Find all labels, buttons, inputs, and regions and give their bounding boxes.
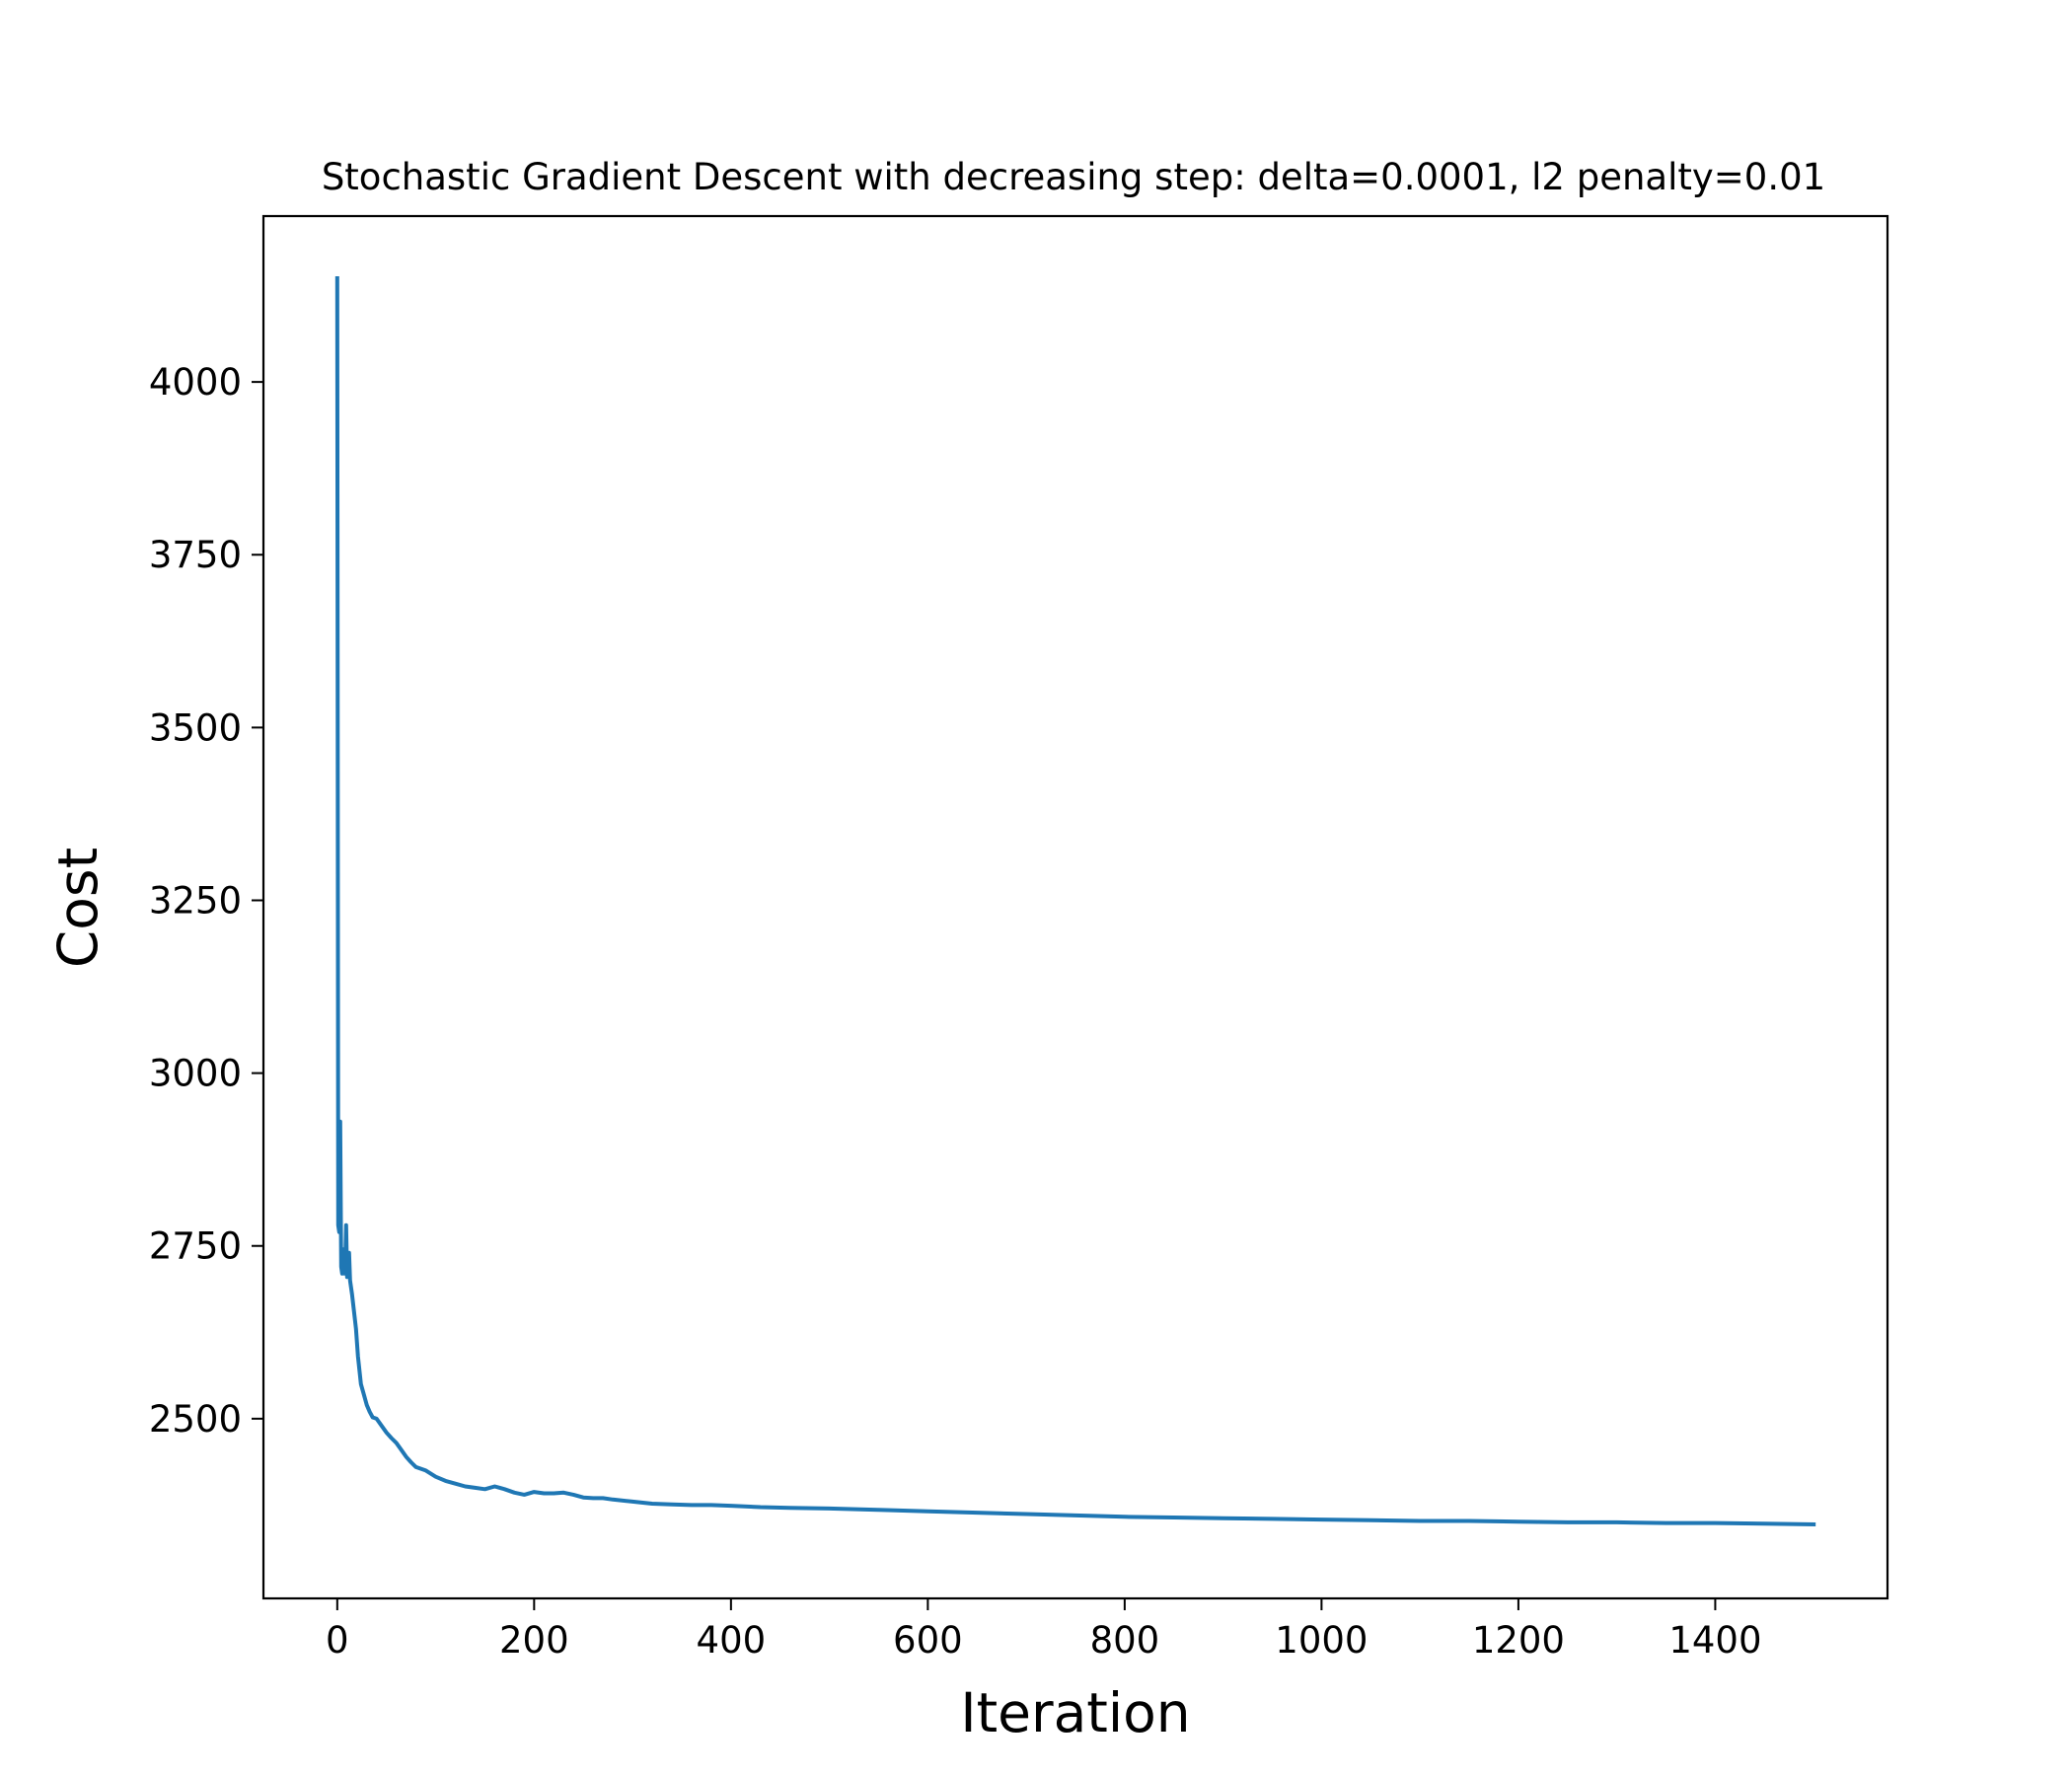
cost-series-line — [334, 275, 1816, 1527]
y-tick-label: 2500 — [149, 1398, 242, 1441]
x-tick-label: 200 — [499, 1619, 569, 1662]
axes-frame — [261, 214, 1889, 1600]
y-axis-title: Cost — [46, 848, 110, 968]
x-tick-label: 400 — [697, 1619, 767, 1662]
x-tick-label: 0 — [326, 1619, 349, 1662]
x-tick-label: 1200 — [1472, 1619, 1565, 1662]
y-axis: 2500 2750 3000 3250 3500 3750 4000 — [149, 361, 263, 1441]
x-axis-title: Iteration — [960, 1681, 1190, 1744]
y-tick-label: 3500 — [149, 706, 242, 749]
x-tick-label: 1400 — [1668, 1619, 1761, 1662]
chart-title: Stochastic Gradient Descent with decreas… — [322, 156, 1825, 198]
y-tick-label: 3000 — [149, 1053, 242, 1095]
plot-area — [334, 275, 1816, 1527]
x-tick-label: 800 — [1090, 1619, 1160, 1662]
y-tick-label: 3750 — [149, 534, 242, 576]
x-tick-label: 1000 — [1275, 1619, 1368, 1662]
y-tick-label: 3250 — [149, 879, 242, 922]
x-axis: 0 200 400 600 800 1000 1200 1400 — [326, 1598, 1762, 1662]
y-tick-label: 4000 — [149, 361, 242, 404]
x-tick-label: 600 — [893, 1619, 963, 1662]
y-tick-label: 2750 — [149, 1225, 242, 1268]
